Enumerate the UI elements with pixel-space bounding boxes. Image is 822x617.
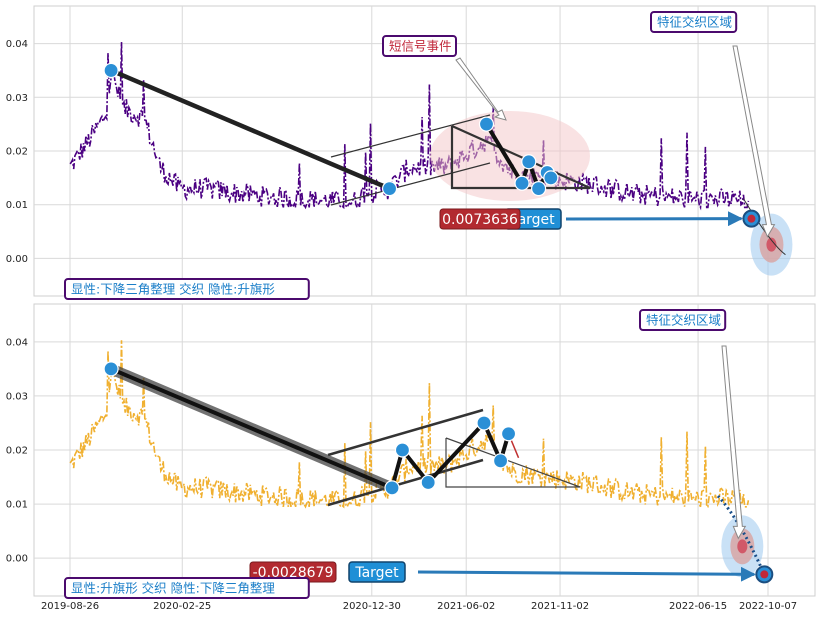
y-tick-label: 0.00	[6, 254, 28, 265]
pattern-label-box	[64, 278, 310, 300]
callout-arrow	[455, 57, 507, 121]
channel-line-lower	[327, 458, 484, 507]
key-point-marker	[103, 361, 119, 377]
pattern-label-text: 显性:升旗形 交织 隐性:下降三角整理	[71, 581, 275, 596]
region-inner-ellipse	[737, 539, 748, 554]
x-tick-label: 2020-02-25	[153, 601, 211, 612]
y-tick-label: 0.04	[6, 39, 28, 50]
key-point-marker	[420, 474, 436, 491]
key-point-marker	[478, 116, 495, 132]
channel-line-upper	[327, 408, 484, 457]
key-point-marker	[103, 62, 119, 79]
target-point-inner	[747, 214, 756, 223]
region-arrow	[721, 345, 747, 540]
key-point-marker	[394, 442, 411, 458]
key-point-marker	[384, 480, 400, 496]
channel-line-upper	[330, 114, 491, 158]
trend-line	[110, 68, 391, 191]
region-label-box	[650, 11, 738, 33]
key-point-marker	[492, 453, 509, 469]
target-label-box	[348, 561, 406, 583]
channel-line-lower	[330, 162, 491, 206]
key-point-marker	[521, 154, 537, 170]
chart-panel-2: 0.00 0.01 0.02 0.03 0.04 2019-08-26 2020-02-25…	[6, 303, 816, 612]
y-tick-label: 0.04	[6, 337, 28, 348]
region-label-box	[639, 309, 727, 331]
value-badge-box	[439, 208, 521, 230]
region-inner-ellipse	[766, 237, 777, 252]
callout-label-text: 短信号事件	[389, 39, 452, 54]
y-tick-label: 0.01	[6, 500, 28, 511]
key-point-marker	[476, 415, 492, 431]
y-tick-label: 0.02	[6, 147, 28, 158]
value-badge-text: 0.0073636	[442, 212, 518, 228]
x-tick-label: 2020-12-30	[343, 601, 401, 612]
trend-line	[110, 367, 393, 490]
x-tick-label: 2022-10-07	[739, 601, 797, 612]
x-tick-label: 2022-06-15	[669, 601, 727, 612]
key-point-marker	[531, 180, 547, 197]
pattern-label-text: 显性:下降三角整理 交织 隐性:升旗形	[71, 282, 275, 297]
target-label-text: Target	[510, 212, 555, 228]
region-label-text: 特征交织区域	[646, 313, 721, 328]
y-tick-label: 0.00	[6, 554, 28, 565]
pattern-label-box	[64, 577, 310, 599]
series-line	[69, 41, 750, 211]
y-tick-label: 0.02	[6, 446, 28, 457]
x-tick-label: 2021-06-02	[437, 601, 495, 612]
callout-label-box	[382, 35, 457, 57]
target-point-inner	[760, 570, 769, 579]
key-point-marker	[381, 180, 398, 197]
key-point-marker	[500, 426, 517, 442]
target-arrow	[417, 566, 756, 582]
approach-line	[716, 494, 766, 575]
x-tick-label: 2019-08-26	[41, 601, 99, 612]
key-point-marker	[543, 170, 559, 186]
y-tick-label: 0.01	[6, 200, 28, 211]
key-point-marker	[514, 175, 530, 191]
x-tick-label: 2021-11-02	[531, 601, 589, 612]
target-label-text: Target	[354, 565, 399, 581]
region-arrow	[732, 45, 776, 238]
region-label-text: 特征交织区域	[657, 15, 732, 30]
y-tick-label: 0.03	[6, 391, 28, 402]
y-tick-label: 0.03	[6, 93, 28, 104]
